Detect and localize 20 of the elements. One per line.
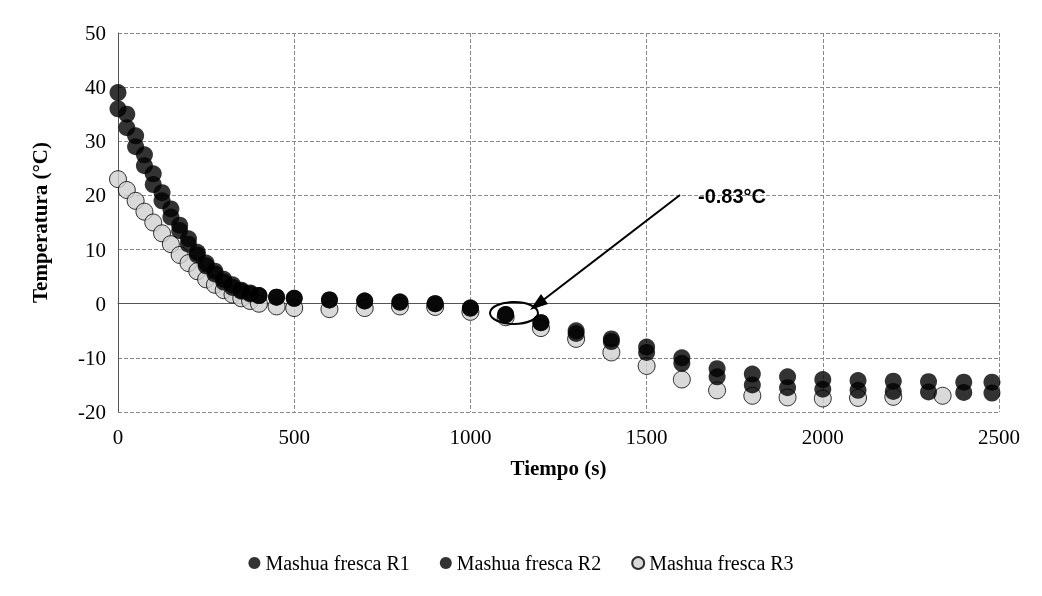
y-tick-label: 0 (95, 291, 106, 316)
x-tick-label: 1500 (625, 424, 668, 449)
y-tick-label: -10 (78, 345, 106, 370)
legend-label: Mashua fresca R2 (456, 552, 602, 574)
y-tick-label: 20 (85, 183, 106, 208)
y-axis-title: Temperatura (°C) (27, 141, 52, 304)
annotation: -0.83°C (698, 185, 767, 207)
y-tick-label: 40 (85, 75, 106, 100)
x-tick-label: 1000 (449, 424, 492, 449)
x-tick-label: 2000 (801, 424, 844, 449)
y-tick-label: 30 (85, 129, 106, 154)
legend-label: Mashua fresca R1 (265, 552, 410, 574)
y-tick-label: 50 (85, 21, 106, 45)
y-tick-label: -20 (78, 400, 106, 424)
y-tick-label: 10 (85, 237, 106, 262)
x-tick-label: 2500 (978, 424, 1020, 449)
x-axis-title: Tiempo (s) (510, 455, 607, 480)
x-tick-label: 0 (112, 424, 124, 449)
x-tick-label: 500 (278, 424, 310, 449)
legend-label: Mashua fresca R3 (649, 552, 794, 574)
